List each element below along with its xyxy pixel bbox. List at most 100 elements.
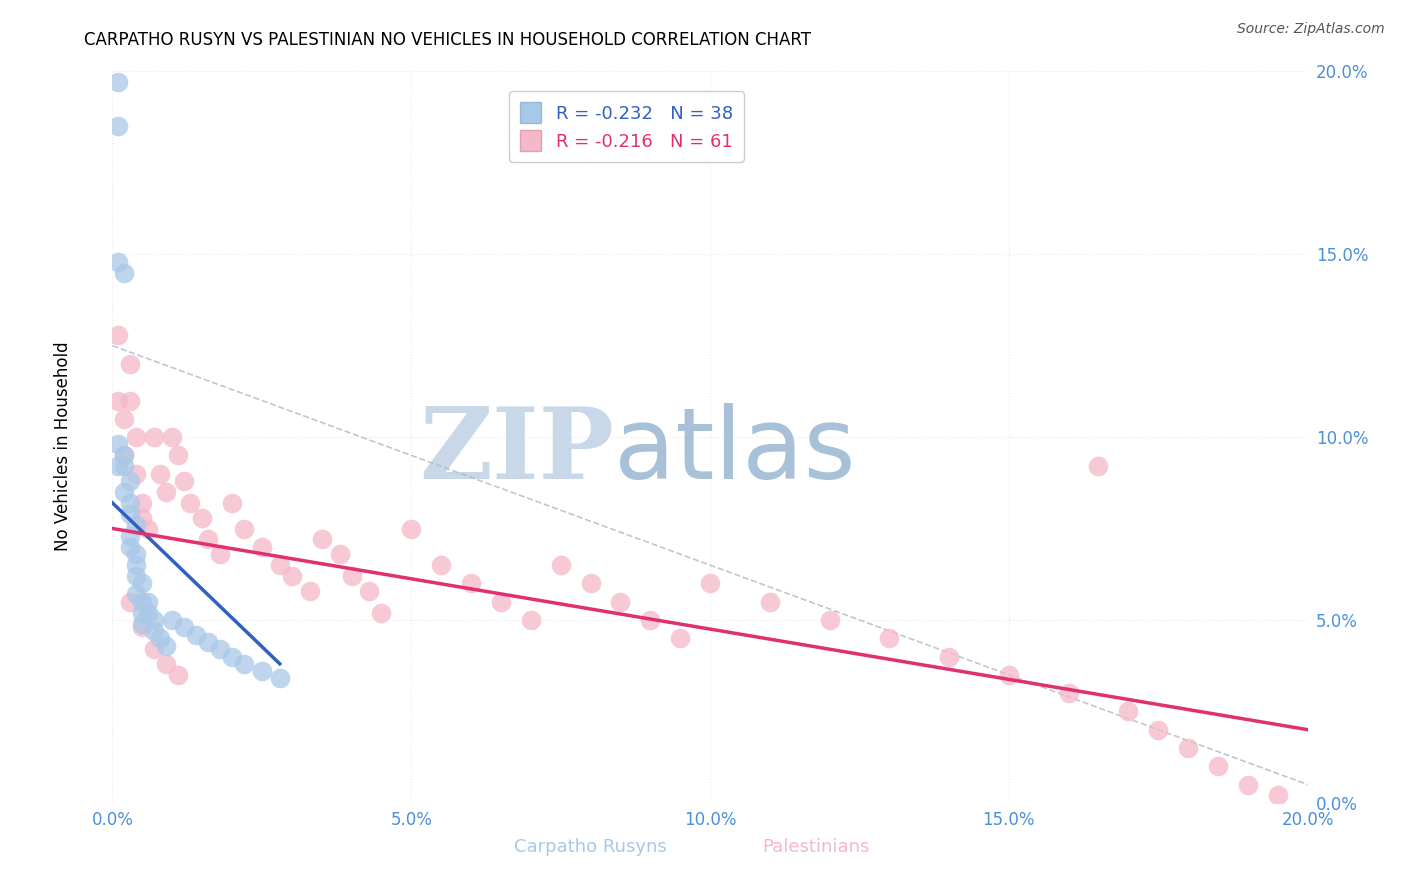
Point — [1237, 778, 1260, 792]
Point — [173, 474, 195, 488]
Point — [120, 357, 142, 371]
Point — [125, 587, 148, 601]
Point — [550, 558, 572, 573]
Point — [143, 613, 166, 627]
Point — [120, 474, 142, 488]
Point — [131, 594, 153, 608]
Point — [1177, 740, 1199, 755]
Point — [1118, 705, 1140, 719]
Point — [340, 569, 363, 583]
Point — [818, 613, 841, 627]
Point — [699, 576, 721, 591]
Point — [125, 430, 148, 444]
Point — [125, 547, 148, 561]
Point — [114, 459, 135, 474]
Point — [1057, 686, 1080, 700]
Point — [143, 430, 166, 444]
Point — [114, 448, 135, 462]
Point — [250, 540, 273, 554]
Point — [609, 594, 631, 608]
Point — [114, 448, 135, 462]
Point — [143, 624, 166, 638]
Point — [131, 576, 153, 591]
Point — [162, 613, 183, 627]
Point — [125, 569, 148, 583]
Point — [579, 576, 602, 591]
Point — [173, 620, 195, 634]
Point — [1206, 759, 1229, 773]
Point — [998, 667, 1021, 681]
Point — [191, 510, 214, 524]
Point — [125, 558, 148, 573]
Point — [162, 430, 183, 444]
Point — [125, 517, 148, 532]
Point — [149, 632, 172, 646]
Point — [359, 583, 381, 598]
Point — [138, 521, 160, 535]
Point — [759, 594, 782, 608]
Point — [209, 547, 232, 561]
Point — [120, 393, 142, 408]
Text: ZIP: ZIP — [419, 403, 614, 500]
Point — [430, 558, 453, 573]
Point — [186, 627, 208, 641]
Point — [460, 576, 482, 591]
Point — [120, 496, 142, 510]
Point — [1147, 723, 1170, 737]
Point — [269, 558, 291, 573]
Point — [640, 613, 662, 627]
Point — [281, 569, 304, 583]
Point — [120, 594, 142, 608]
Point — [938, 649, 960, 664]
Point — [329, 547, 352, 561]
Text: No Vehicles in Household: No Vehicles in Household — [55, 341, 72, 551]
Point — [155, 485, 177, 500]
Point — [233, 521, 256, 535]
Point — [489, 594, 512, 608]
Point — [120, 540, 142, 554]
Point — [131, 510, 153, 524]
Point — [1087, 459, 1109, 474]
Point — [167, 667, 190, 681]
Point — [269, 672, 291, 686]
Point — [107, 254, 129, 268]
Point — [155, 639, 177, 653]
Point — [131, 620, 153, 634]
Point — [143, 642, 166, 657]
Point — [131, 616, 153, 631]
Point — [107, 120, 129, 134]
Point — [233, 657, 256, 671]
Text: Carpatho Rusyns: Carpatho Rusyns — [515, 838, 666, 855]
Point — [250, 664, 273, 678]
Point — [179, 496, 201, 510]
Point — [107, 327, 129, 342]
Point — [155, 657, 177, 671]
Point — [120, 507, 142, 521]
Point — [138, 606, 160, 620]
Point — [311, 533, 333, 547]
Point — [1267, 789, 1289, 803]
Point — [298, 583, 321, 598]
Text: CARPATHO RUSYN VS PALESTINIAN NO VEHICLES IN HOUSEHOLD CORRELATION CHART: CARPATHO RUSYN VS PALESTINIAN NO VEHICLE… — [84, 31, 811, 49]
Point — [114, 266, 135, 280]
Point — [401, 521, 423, 535]
Point — [669, 632, 692, 646]
Point — [120, 529, 142, 543]
Text: Palestinians: Palestinians — [762, 838, 869, 855]
Point — [131, 606, 153, 620]
Point — [221, 496, 243, 510]
Point — [167, 448, 190, 462]
Point — [149, 467, 172, 481]
Point — [520, 613, 543, 627]
Point — [879, 632, 901, 646]
Point — [209, 642, 232, 657]
Point — [131, 496, 153, 510]
Point — [370, 606, 392, 620]
Point — [107, 459, 129, 474]
Point — [221, 649, 243, 664]
Point — [114, 412, 135, 426]
Point — [114, 485, 135, 500]
Text: atlas: atlas — [614, 403, 856, 500]
Point — [107, 437, 129, 451]
Point — [197, 635, 219, 649]
